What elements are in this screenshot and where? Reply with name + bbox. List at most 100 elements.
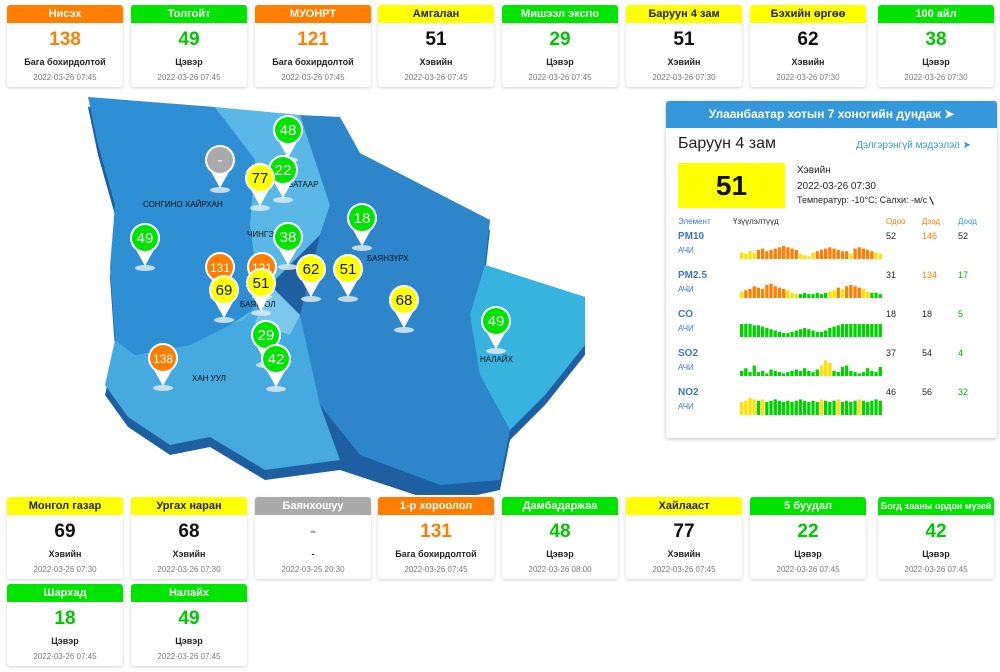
pollutant-name[interactable]: CO — [678, 309, 693, 320]
map-pin[interactable]: 49 — [481, 306, 511, 354]
station-card[interactable]: Баянхошуу - - 2022-03-25 20:30 — [255, 497, 371, 579]
bar — [790, 248, 794, 259]
station-card[interactable]: Баруун 4 зам 51 Хэвийн 2022-03-26 07:30 — [626, 5, 742, 87]
station-card[interactable]: Нисэх 138 Бага бохирдолтой 2022-03-26 07:45 — [7, 5, 123, 87]
bar — [752, 252, 756, 259]
map-pin[interactable]: 49 — [130, 223, 160, 271]
map-pin[interactable]: 51 — [246, 268, 276, 316]
pin-tail — [352, 228, 372, 246]
bar — [815, 292, 819, 298]
pin-value: 68 — [396, 292, 413, 309]
aqi-value: 51 — [425, 29, 447, 50]
district-songinokhairkhan[interactable] — [88, 97, 260, 355]
pin-value: 77 — [252, 170, 269, 187]
pollution-level: Бага бохирдолтой — [272, 57, 354, 67]
bar — [803, 255, 807, 259]
bar — [761, 248, 765, 259]
bar — [853, 286, 857, 298]
bar — [740, 252, 744, 259]
station-card[interactable]: Ургах наран 68 Хэвийн 2022-03-26 07:30 — [131, 497, 247, 579]
pollution-level: Цэвэр — [794, 549, 822, 559]
bar — [857, 324, 861, 337]
max-value: 146 — [922, 231, 938, 241]
bar — [752, 399, 756, 415]
pin-tail — [394, 310, 414, 328]
pin-shadow — [278, 264, 298, 270]
col-max: Дээд — [922, 217, 941, 226]
pin-fill — [335, 256, 361, 282]
more-info-text: Дэлгэрэнгүй мэдээлэл — [856, 140, 960, 151]
pollutant-name[interactable]: PM10 — [678, 231, 705, 242]
bar — [853, 400, 857, 415]
pollutant-name[interactable]: NO2 — [678, 387, 699, 398]
pollutant-sparkline — [740, 246, 882, 259]
map-pin[interactable]: 42 — [261, 344, 291, 392]
district-nalaikh[interactable] — [470, 265, 585, 430]
map-pin[interactable]: 51 — [333, 254, 363, 302]
map-pin[interactable]: 77 — [245, 163, 275, 211]
pin-tail — [301, 279, 321, 297]
station-card[interactable]: Монгол газар 69 Хэвийн 2022-03-26 07:30 — [7, 497, 123, 579]
panel-header[interactable]: Улаанбаатар хотын 7 хоногийн дундаж ➤ — [666, 101, 997, 128]
pin-tail — [250, 188, 270, 206]
pollution-level: Бага бохирдолтой — [24, 57, 106, 67]
min-value: 32 — [958, 387, 969, 397]
pollution-level: Бага бохирдолтой — [395, 549, 477, 559]
station-card[interactable]: Шархад 18 Цэвэр 2022-03-26 07:45 — [7, 584, 123, 666]
station-card[interactable]: Амгалан 51 Хэвийн 2022-03-26 07:45 — [378, 5, 494, 87]
panel-header-text: Улаанбаатар хотын 7 хоногийн дундаж — [708, 107, 941, 121]
station-card[interactable]: 5 буудал 22 Цэвэр 2022-03-26 07:45 — [750, 497, 866, 579]
pollutant-unit: АЧИ — [678, 363, 694, 372]
bar — [811, 330, 815, 337]
pin-value: - — [218, 152, 223, 169]
station-name: Мишээл экспо — [502, 5, 618, 23]
map-pin[interactable]: 138 — [148, 343, 178, 391]
station-card[interactable]: Мишээл экспо 29 Цэвэр 2022-03-26 07:45 — [502, 5, 618, 87]
bar — [803, 292, 807, 298]
bar — [765, 285, 769, 298]
pollutant-name[interactable]: PM2.5 — [678, 270, 707, 281]
district-label: БАЯНЗҮРХ — [367, 254, 409, 263]
station-card[interactable]: Бэхийн өргөө 62 Хэвийн 2022-03-26 07:30 — [750, 5, 866, 87]
map-pin[interactable]: 22 — [268, 155, 298, 203]
station-card[interactable]: Дамбадаржаа 48 Цэвэр 2022-03-26 08:00 — [502, 497, 618, 579]
bar — [782, 246, 786, 259]
map-pin[interactable]: - — [205, 145, 235, 193]
more-info-link[interactable]: Дэлгэрэнгүй мэдээлэл ➤ — [856, 140, 971, 151]
aqi-value: 18 — [54, 608, 76, 629]
station-card[interactable]: Налайх 49 Цэвэр 2022-03-26 07:45 — [131, 584, 247, 666]
bar — [798, 399, 803, 415]
pin-value: 131 — [210, 261, 230, 275]
bar — [756, 249, 761, 259]
bar — [866, 291, 870, 298]
pollution-level: Хэвийн — [667, 57, 701, 67]
map-pin[interactable]: 68 — [389, 285, 419, 333]
timestamp: 2022-03-26 08:00 — [528, 565, 592, 574]
station-name: МУОНРТ — [255, 5, 371, 23]
aqi-value: 42 — [925, 521, 947, 542]
station-card[interactable]: 100 айл 38 Цэвэр 2022-03-26 07:30 — [878, 5, 994, 87]
pin-fill — [275, 224, 301, 250]
station-name: 5 буудал — [750, 497, 866, 515]
map-pin[interactable]: 18 — [347, 203, 377, 251]
station-card[interactable]: Толгойт 49 Цэвэр 2022-03-26 07:45 — [131, 5, 247, 87]
min-value: 17 — [958, 270, 969, 280]
pin-value: 62 — [303, 261, 320, 278]
station-card[interactable]: МУОНРТ 121 Бага бохирдолтой 2022-03-26 07:4… — [255, 5, 371, 87]
timestamp: 2022-03-26 07:45 — [281, 73, 345, 82]
map-pin[interactable]: 38 — [273, 222, 303, 270]
station-card[interactable]: 1-р хороолол 131 Бага бохирдолтой 2022-03-2… — [378, 497, 494, 579]
timestamp: 2022-03-26 07:30 — [797, 181, 876, 192]
map-pin[interactable]: 62 — [296, 254, 326, 302]
map-pin[interactable]: 69 — [209, 275, 239, 323]
station-card[interactable]: Хайлааст 77 Хэвийн 2022-03-26 07:45 — [626, 497, 742, 579]
station-name: Баруун 4 зам — [678, 135, 776, 152]
pollutant-name[interactable]: SO2 — [678, 348, 699, 359]
district-center[interactable] — [215, 107, 330, 325]
bar — [870, 370, 874, 376]
bar — [756, 400, 761, 415]
station-card[interactable]: Богд хааны ордон музей 42 Цэвэр 2022-03-26 … — [878, 497, 994, 579]
bar — [815, 251, 819, 259]
pollution-level: Цэвэр — [546, 549, 574, 559]
